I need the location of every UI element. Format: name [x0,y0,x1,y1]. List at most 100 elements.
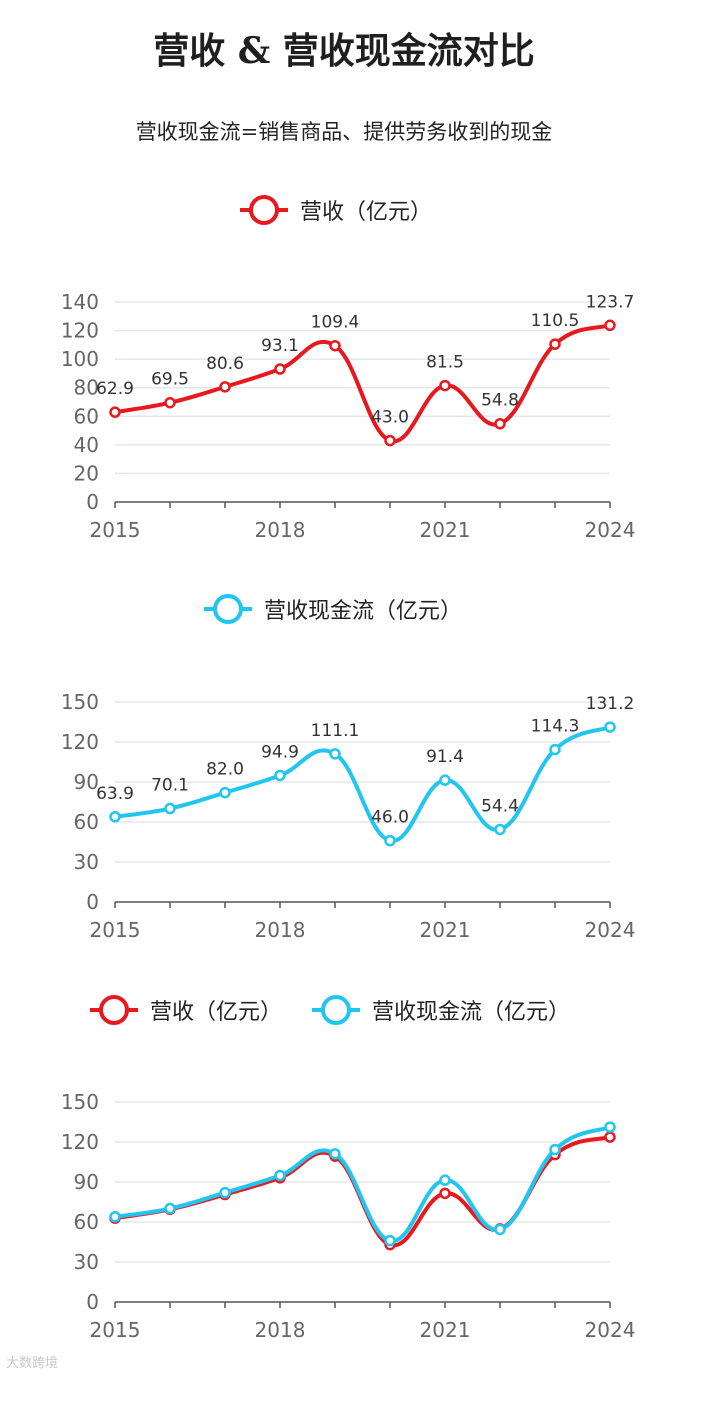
y-tick-label: 0 [86,490,99,514]
y-tick-label: 40 [74,433,99,457]
data-point[interactable] [384,1234,396,1247]
legend-chart-2: 营收现金流（亿元） [202,592,462,626]
data-label: 81.5 [426,353,464,373]
legend-item-cashflow[interactable]: 营收现金流（亿元） [310,993,570,1027]
x-tick-label: 2021 [420,1318,471,1342]
data-point[interactable] [109,811,121,823]
x-tick-label: 2015 [90,918,141,942]
x-tick-label: 2015 [90,518,141,542]
data-point[interactable] [494,1223,506,1236]
data-point[interactable] [274,1169,286,1182]
x-tick-label: 2024 [585,918,636,942]
series-line [114,1135,611,1248]
data-point[interactable] [604,721,616,733]
data-label: 70.1 [151,776,189,796]
y-tick-label: 140 [61,290,99,314]
data-point[interactable] [549,338,561,350]
page-title: 营收 & 营收现金流对比 [153,30,535,72]
data-point[interactable] [384,834,396,847]
legend-label-cashflow: 营收现金流（亿元） [264,599,463,624]
series-line [114,323,611,444]
data-point[interactable] [164,1202,176,1215]
legend-label-revenue: 营收（亿元） [300,200,433,225]
series-line [114,1125,611,1243]
data-point[interactable] [329,748,341,760]
y-tick-label: 60 [74,1210,99,1234]
data-label: 54.4 [481,796,519,816]
data-label: 131.2 [586,694,635,714]
x-tick-label: 2015 [90,1318,141,1342]
data-point[interactable] [329,1148,341,1160]
data-label: 54.8 [481,391,519,411]
x-tick-label: 2021 [420,918,471,942]
data-label: 69.5 [151,370,189,390]
data-label: 111.1 [311,721,360,741]
data-label: 62.9 [96,379,134,399]
y-tick-label: 80 [74,376,99,400]
x-tick-label: 2024 [585,1318,636,1342]
y-tick-label: 0 [86,890,99,914]
y-tick-label: 100 [61,347,99,371]
y-tick-label: 120 [61,319,99,343]
data-point[interactable] [164,396,176,409]
data-point[interactable] [219,786,231,799]
y-tick-label: 30 [74,850,99,874]
legend-item-revenue[interactable]: 营收（亿元） [88,993,282,1027]
data-label: 110.5 [531,311,580,331]
x-tick-label: 2024 [585,518,636,542]
x-tick-label: 2018 [255,918,306,942]
legend-chart-1: 营收（亿元） [238,193,432,227]
data-point[interactable] [384,434,396,447]
data-point[interactable] [439,1187,451,1200]
data-label: 93.1 [261,336,299,356]
data-label: 123.7 [586,292,635,312]
data-point[interactable] [439,774,451,786]
data-point[interactable] [219,381,231,393]
data-label: 43.0 [371,408,409,428]
data-label: 91.4 [426,747,464,767]
data-point[interactable] [109,406,121,418]
data-label: 80.6 [206,354,244,374]
data-point[interactable] [164,802,176,815]
data-point[interactable] [274,769,286,782]
y-tick-label: 150 [61,1090,99,1114]
legend-line-circle-icon [312,995,361,1025]
x-tick-label: 2018 [255,1318,306,1342]
y-tick-label: 120 [61,1130,99,1154]
y-tick-label: 90 [74,1170,99,1194]
x-tick-label: 2018 [255,518,306,542]
data-point[interactable] [274,363,286,375]
data-point[interactable] [219,1186,231,1199]
cashflow-chart: 0 30 60 90 120 150 2015 2018 2021 2024 63.9 70.1 82.… [61,690,636,942]
data-point[interactable] [604,1121,616,1133]
data-label: 82.0 [206,760,244,780]
legend-item-revenue[interactable]: 营收（亿元） [238,193,432,227]
legend-line-circle-icon [240,195,288,225]
y-tick-label: 150 [61,690,99,714]
data-point[interactable] [494,823,506,836]
comparison-chart: 0 30 60 90 120 150 2015 2018 2021 2024 [61,1090,636,1342]
data-point[interactable] [604,319,616,332]
watermark: 大数跨境 [6,1356,59,1371]
series-line [114,725,611,843]
y-tick-label: 120 [61,730,99,754]
y-tick-label: 0 [86,1290,99,1314]
data-label: 114.3 [531,717,580,737]
data-point[interactable] [329,339,341,352]
legend-label-cashflow: 营收现金流（亿元） [372,1000,571,1025]
revenue-chart: 0 20 40 60 80 100 120 140 2015 2018 2021 2024 62.9 69… [61,290,636,542]
data-point[interactable] [109,1211,121,1223]
legend-item-cashflow[interactable]: 营收现金流（亿元） [202,592,462,626]
y-tick-label: 60 [74,810,99,834]
data-point[interactable] [549,1143,561,1156]
data-point[interactable] [439,1174,451,1186]
data-point[interactable] [494,417,506,430]
legend-label-revenue: 营收（亿元） [150,1000,283,1025]
data-point[interactable] [439,379,451,392]
y-tick-label: 30 [74,1250,99,1274]
legend-line-circle-icon [204,594,252,624]
data-point[interactable] [604,1131,616,1143]
data-label: 94.9 [261,742,299,762]
page-subtitle: 营收现金流=销售商品、提供劳务收到的现金 [135,120,553,144]
data-point[interactable] [549,743,561,756]
